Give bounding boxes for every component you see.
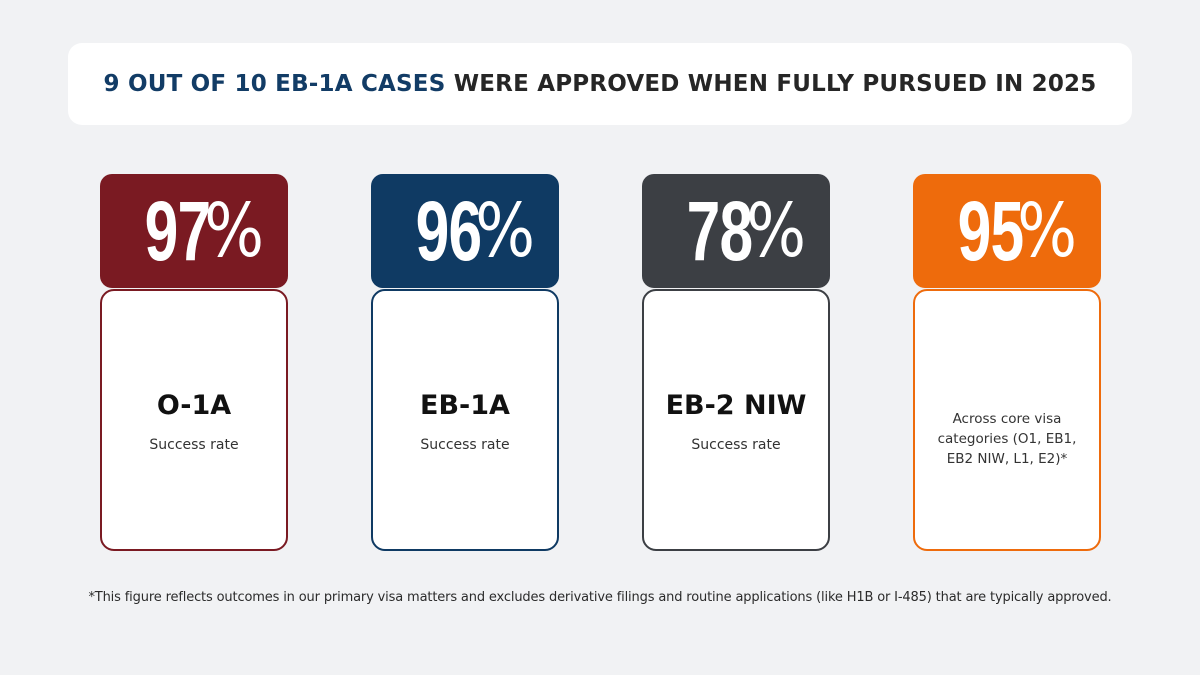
stat-card-body: Across core visa categories (O1, EB1, EB… [913, 289, 1101, 551]
stat-percentage-number: 95 [957, 184, 1025, 278]
headline-rest: WERE APPROVED WHEN FULLY PURSUED IN 2025 [445, 71, 1097, 97]
stat-card-eb1a: 96% EB-1A Success rate [371, 174, 559, 551]
stat-caption: Success rate [149, 437, 239, 454]
stat-card-header: 78% [642, 174, 830, 288]
stat-caption: Success rate [420, 437, 510, 454]
headline: 9 OUT OF 10 EB-1A CASES WERE APPROVED WH… [104, 71, 1097, 97]
stat-card-body: EB-1A Success rate [371, 289, 559, 551]
visa-category-label: EB-1A [420, 390, 510, 422]
visa-category-label: O-1A [156, 390, 232, 422]
stat-percentage-number: 97 [144, 184, 212, 278]
stat-card-overall: 95% Across core visa categories (O1, EB1… [913, 174, 1101, 551]
stat-card-eb2-niw: 78% EB-2 NIW Success rate [642, 174, 830, 551]
footnote: *This figure reflects outcomes in our pr… [88, 590, 1112, 605]
stat-description: Across core visa categories (O1, EB1, EB… [937, 410, 1077, 468]
stat-card-o1a: 97% O-1A Success rate [100, 174, 288, 551]
percent-sign: % [1016, 188, 1077, 274]
stat-percentage-number: 78 [686, 184, 754, 278]
stat-card-header: 97% [100, 174, 288, 288]
headline-banner: 9 OUT OF 10 EB-1A CASES WERE APPROVED WH… [68, 43, 1132, 125]
percent-sign: % [745, 188, 806, 274]
stat-card-header: 95% [913, 174, 1101, 288]
stat-percentage-number: 96 [415, 184, 483, 278]
stat-card-body: EB-2 NIW Success rate [642, 289, 830, 551]
visa-category-label: EB-2 NIW [665, 390, 807, 422]
percent-sign: % [474, 188, 535, 274]
stat-caption: Success rate [691, 437, 781, 454]
stat-card-body: O-1A Success rate [100, 289, 288, 551]
stat-card-header: 96% [371, 174, 559, 288]
headline-highlight: 9 OUT OF 10 EB-1A CASES [103, 71, 446, 97]
percent-sign: % [203, 188, 264, 274]
